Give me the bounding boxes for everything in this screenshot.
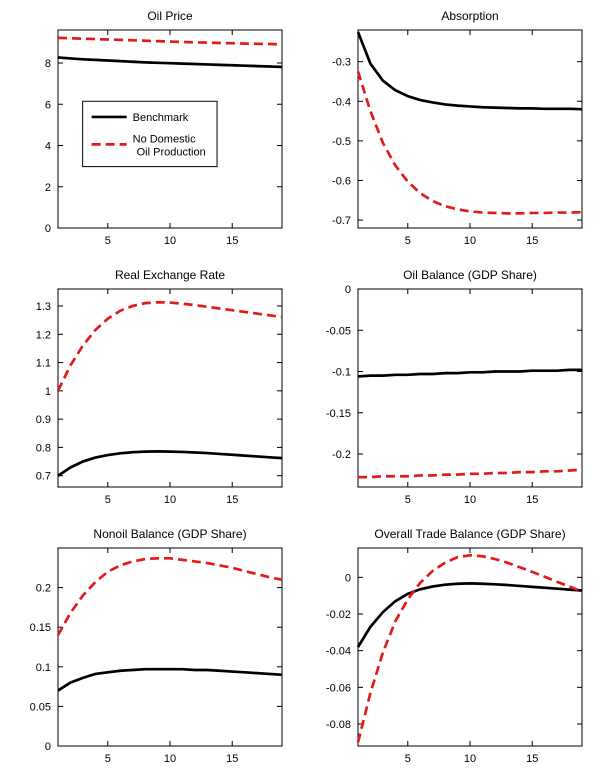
- y-tick-label: -0.3: [332, 57, 351, 69]
- chart-title: Absorption: [441, 9, 499, 23]
- x-tick-label: 15: [226, 235, 238, 247]
- y-tick-label: -0.06: [326, 682, 351, 694]
- x-tick-label: 10: [164, 235, 176, 247]
- subplot-nonoil-balance: 5 10 15 0 0.05 0.1 0.15 0.2 Nonoil Balance (GDP…: [0, 518, 300, 776]
- legend-label: No Domestic: [133, 133, 196, 145]
- real-exchange-rate-plot: 5 10 15 0.7 0.8 0.9 1 1.1 1.2 1.3: [36, 288, 283, 506]
- x-tick-label: 5: [405, 753, 411, 765]
- plot-box: [57, 547, 283, 747]
- subplot-oil-balance: 5 10 15 0 -0.05 -0.1 -0.15 -0.2 Oil Balance (GD…: [300, 259, 600, 518]
- legend-label: Benchmark: [133, 112, 189, 124]
- x-tick-label: 10: [464, 494, 476, 506]
- x-tick-label: 10: [164, 753, 176, 765]
- plot-box: [57, 288, 283, 488]
- plot-box: [357, 547, 583, 747]
- x-tick-label: 15: [226, 753, 238, 765]
- plot-box: [357, 288, 583, 488]
- y-tick-label: 1.1: [36, 358, 51, 370]
- y-tick-label: 0.05: [30, 701, 51, 713]
- x-tick-label: 10: [164, 494, 176, 506]
- x-tick-label: 5: [405, 494, 411, 506]
- chart-title: Overall Trade Balance (GDP Share): [374, 527, 566, 541]
- y-tick-label: 8: [45, 58, 51, 70]
- y-tick-label: -0.6: [332, 175, 351, 187]
- subplot-real-exchange-rate: 5 10 15 0.7 0.8 0.9 1 1.1 1.2 1.3 Real Exchange R…: [0, 259, 300, 518]
- y-tick-label: 1.2: [36, 329, 51, 341]
- oil-balance-plot: 5 10 15 0 -0.05 -0.1 -0.15 -0.2: [326, 284, 583, 506]
- no-domestic-oil-production-line: [56, 300, 283, 392]
- y-tick-label: -0.5: [332, 136, 351, 148]
- subplot-oil-price: 5 10 15 0 2 4 6 8 Benchmark No Domestic Oil Produc…: [0, 0, 300, 259]
- y-tick-label: 0: [45, 741, 51, 753]
- y-tick-label: -0.4: [332, 96, 351, 108]
- y-tick-label: -0.04: [326, 646, 351, 658]
- chart-title: Real Exchange Rate: [114, 268, 226, 282]
- x-tick-label: 5: [105, 235, 111, 247]
- x-tick-label: 5: [105, 494, 111, 506]
- y-tick-label: 1: [45, 386, 51, 398]
- no-domestic-oil-production-line: [356, 553, 583, 743]
- nonoil-balance-plot: 5 10 15 0 0.05 0.1 0.15 0.2: [30, 547, 283, 765]
- x-tick-label: 15: [226, 494, 238, 506]
- y-tick-label: -0.15: [326, 408, 351, 420]
- x-tick-label: 5: [405, 235, 411, 247]
- benchmark-line: [57, 667, 283, 692]
- subplot-absorption: 5 10 15 -0.3 -0.4 -0.5 -0.6 -0.7 Absorption: [300, 0, 600, 259]
- y-tick-label: 0.7: [36, 471, 51, 483]
- x-tick-label: 15: [526, 753, 538, 765]
- benchmark-line: [356, 31, 583, 111]
- y-tick-label: -0.1: [332, 367, 351, 379]
- y-tick-label: -0.08: [326, 719, 351, 731]
- benchmark-line: [357, 368, 582, 378]
- chart-title: Oil Balance (GDP Share): [403, 268, 537, 282]
- y-tick-label: -0.02: [326, 609, 351, 621]
- y-tick-label: -0.7: [332, 215, 351, 227]
- y-tick-label: 0.9: [36, 414, 51, 426]
- y-tick-label: 0.2: [36, 583, 51, 595]
- y-tick-label: -0.05: [326, 325, 351, 337]
- y-tick-label: 0.1: [36, 662, 51, 674]
- y-tick-label: 0: [345, 284, 351, 296]
- x-tick-label: 15: [526, 235, 538, 247]
- no-domestic-oil-production-line: [56, 556, 283, 636]
- y-tick-label: 0: [345, 572, 351, 584]
- benchmark-line: [57, 56, 283, 69]
- benchmark-line: [57, 450, 283, 477]
- x-tick-label: 5: [105, 753, 111, 765]
- chart-title: Oil Price: [147, 9, 193, 23]
- y-tick-label: 2: [45, 182, 51, 194]
- absorption-plot: 5 10 15 -0.3 -0.4 -0.5 -0.6 -0.7: [332, 29, 583, 247]
- no-domestic-oil-production-line: [356, 71, 583, 215]
- y-tick-label: 1.3: [36, 301, 51, 313]
- no-domestic-oil-production-line: [358, 468, 583, 479]
- x-tick-label: 10: [464, 753, 476, 765]
- y-tick-label: 0.8: [36, 442, 51, 454]
- x-tick-label: 10: [464, 235, 476, 247]
- overall-trade-balance-plot: 5 10 15 0 -0.02 -0.04 -0.06 -0.08: [326, 547, 583, 765]
- x-tick-label: 15: [526, 494, 538, 506]
- y-tick-label: 0: [45, 223, 51, 235]
- y-tick-label: 6: [45, 99, 51, 111]
- subplot-overall-trade-balance: 5 10 15 0 -0.02 -0.04 -0.06 -0.08 Overall Trade…: [300, 518, 600, 776]
- legend-box: [82, 100, 218, 168]
- y-tick-label: 0.15: [30, 622, 51, 634]
- y-tick-label: -0.2: [332, 449, 351, 461]
- y-tick-label: 4: [45, 141, 51, 153]
- no-domestic-oil-production-line: [57, 36, 283, 46]
- legend-label: Oil Production: [137, 146, 206, 158]
- benchmark-line: [356, 582, 583, 648]
- plot-box: [357, 29, 583, 229]
- chart-title: Nonoil Balance (GDP Share): [93, 527, 247, 541]
